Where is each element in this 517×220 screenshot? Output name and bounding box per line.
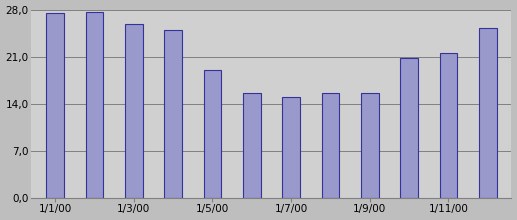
Bar (125, 24, 143, 198)
Bar (164, 30, 182, 198)
Bar (85, 12, 103, 198)
Bar (204, 70, 221, 198)
Bar (439, 53, 458, 198)
Bar (46, 13, 64, 198)
Bar (479, 28, 497, 198)
Bar (361, 94, 378, 198)
Bar (322, 94, 339, 198)
Bar (243, 93, 261, 198)
Bar (400, 58, 418, 198)
Bar (282, 97, 300, 198)
